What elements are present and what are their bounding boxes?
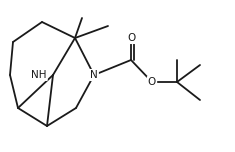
- Text: O: O: [148, 77, 156, 87]
- Text: O: O: [127, 33, 135, 43]
- Text: NH: NH: [31, 70, 47, 80]
- Text: N: N: [90, 70, 98, 80]
